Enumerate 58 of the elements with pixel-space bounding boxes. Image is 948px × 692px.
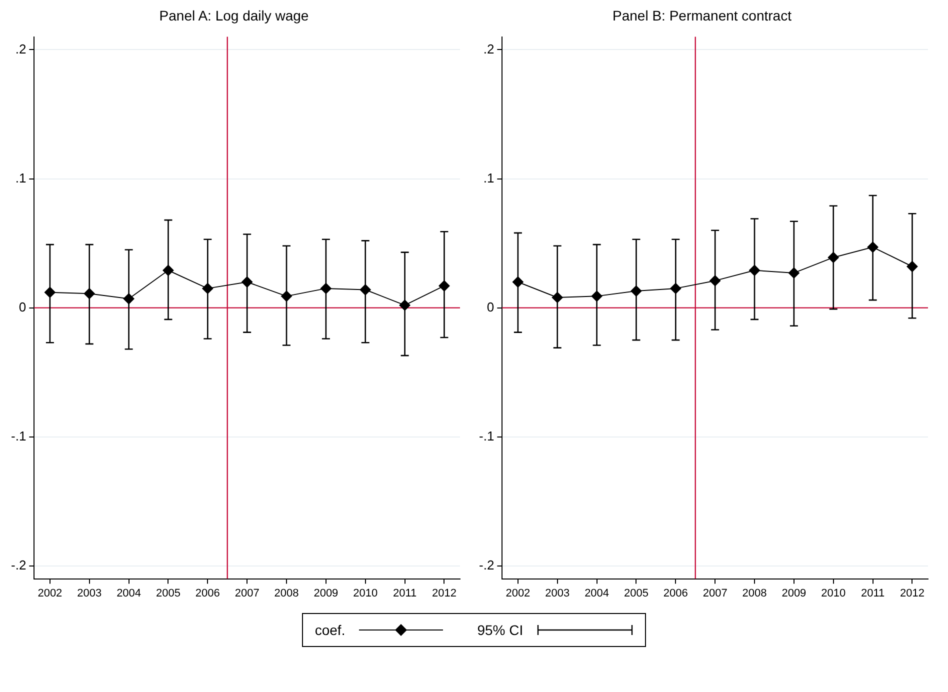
x-tick-label: 2008 [742,587,767,600]
text: coef. [314,622,346,638]
point [828,252,839,263]
x-tick-label: 2003 [77,587,102,600]
x-tick-label: 2003 [545,587,570,600]
point [867,242,878,253]
point [162,264,174,276]
x-tick-label: 2011 [392,587,417,600]
x-tick-label: 2009 [782,587,806,600]
y-tick-label: 0 [486,299,494,314]
point [202,282,214,294]
point [630,286,642,297]
y-tick-label: .2 [15,41,26,56]
x-tick-label: 2002 [506,587,530,600]
x-tick-label: 2005 [156,587,180,600]
point [591,290,602,302]
point [281,290,292,302]
point [512,276,524,288]
point [670,282,682,294]
y-tick-label: -.2 [479,557,494,572]
x-tick-label: 2006 [663,587,688,600]
x-tick-label: 2011 [860,587,885,600]
x-tick-label: 2010 [821,587,846,600]
point [123,293,134,304]
y-tick-label: .1 [483,170,494,186]
x-tick-label: 2010 [353,587,378,600]
chart-title: Panel B: Permanent contract [612,7,792,24]
y-tick-label: .1 [15,170,26,186]
y-tick-label: .2 [483,41,494,56]
point [84,288,95,300]
x-tick-label: 2008 [274,587,299,600]
x-tick-label: 2012 [432,587,456,600]
point [44,286,56,298]
point [788,267,800,278]
point [906,261,918,272]
x-tick-label: 2009 [314,587,338,600]
y-tick-label: 0 [18,299,26,314]
x-tick-label: 2006 [195,587,220,600]
y-tick-label: -.1 [11,428,26,444]
point [320,282,332,294]
point [399,300,410,311]
point [749,264,760,276]
text: 95% CI [477,622,524,638]
point [438,280,450,292]
x-tick-label: 2005 [624,587,648,600]
point [710,275,721,286]
x-tick-label: 2007 [234,587,260,600]
x-tick-label: 2004 [584,587,610,600]
x-tick-label: 2007 [702,587,728,600]
x-tick-label: 2004 [116,587,142,600]
y-tick-label: -.1 [479,428,494,444]
x-tick-label: 2012 [900,587,924,600]
x-tick-label: 2002 [38,587,62,600]
point [552,292,563,303]
y-tick-label: -.2 [11,557,26,572]
chart-title: Panel A: Log daily wage [159,7,309,24]
point [242,276,253,288]
point [360,284,371,296]
